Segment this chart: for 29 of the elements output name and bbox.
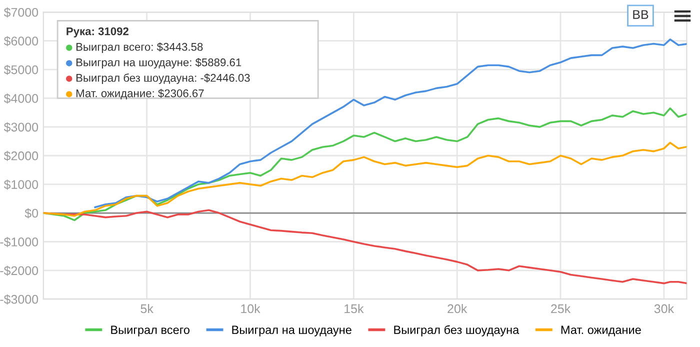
y-tick-label: $5000 bbox=[4, 64, 38, 75]
x-tick-label: 30k bbox=[654, 304, 674, 314]
annotation: Рука: 31092 bbox=[66, 27, 128, 38]
y-tick-label: -$1000 bbox=[0, 236, 38, 248]
y-tick-label: -$2000 bbox=[0, 266, 38, 276]
legend-label: Выиграл всего bbox=[111, 326, 190, 336]
y-tick-label: $2000 bbox=[4, 150, 38, 162]
legend-label: Выиграл без шоудауна bbox=[394, 325, 520, 336]
annotation: Мат. ожидание: $2306.67 bbox=[76, 88, 204, 100]
y-tick-label: $7000 bbox=[4, 7, 38, 18]
y-tick-label: $3000 bbox=[4, 122, 38, 132]
annotation: BB bbox=[633, 10, 648, 19]
x-tick-label: 15k bbox=[344, 304, 364, 314]
x-tick-label: 20k bbox=[448, 304, 468, 314]
x-tick-label: 10k bbox=[241, 304, 260, 314]
y-tick-label: $4000 bbox=[4, 94, 38, 104]
y-tick-label: $1000 bbox=[4, 180, 38, 190]
annotation: Выиграл на шоудауне: $5889.61 bbox=[76, 58, 242, 68]
y-tick-label: $6000 bbox=[4, 36, 38, 46]
x-tick-label: 25k bbox=[551, 304, 571, 314]
y-tick-label: $0 bbox=[24, 208, 38, 218]
legend-label: Мат. ожидание bbox=[561, 326, 641, 336]
legend-label: Выиграл на шоудауне bbox=[232, 326, 352, 336]
line-series bbox=[43, 107, 687, 222]
annotation: Выиграл всего: $3443.58 bbox=[76, 42, 203, 53]
line-series bbox=[43, 142, 687, 217]
annotation: Выиграл без шоудауна: -$2446.03 bbox=[76, 73, 250, 84]
x-tick-label: 5k bbox=[140, 304, 154, 314]
y-tick-label: -$3000 bbox=[0, 294, 38, 305]
